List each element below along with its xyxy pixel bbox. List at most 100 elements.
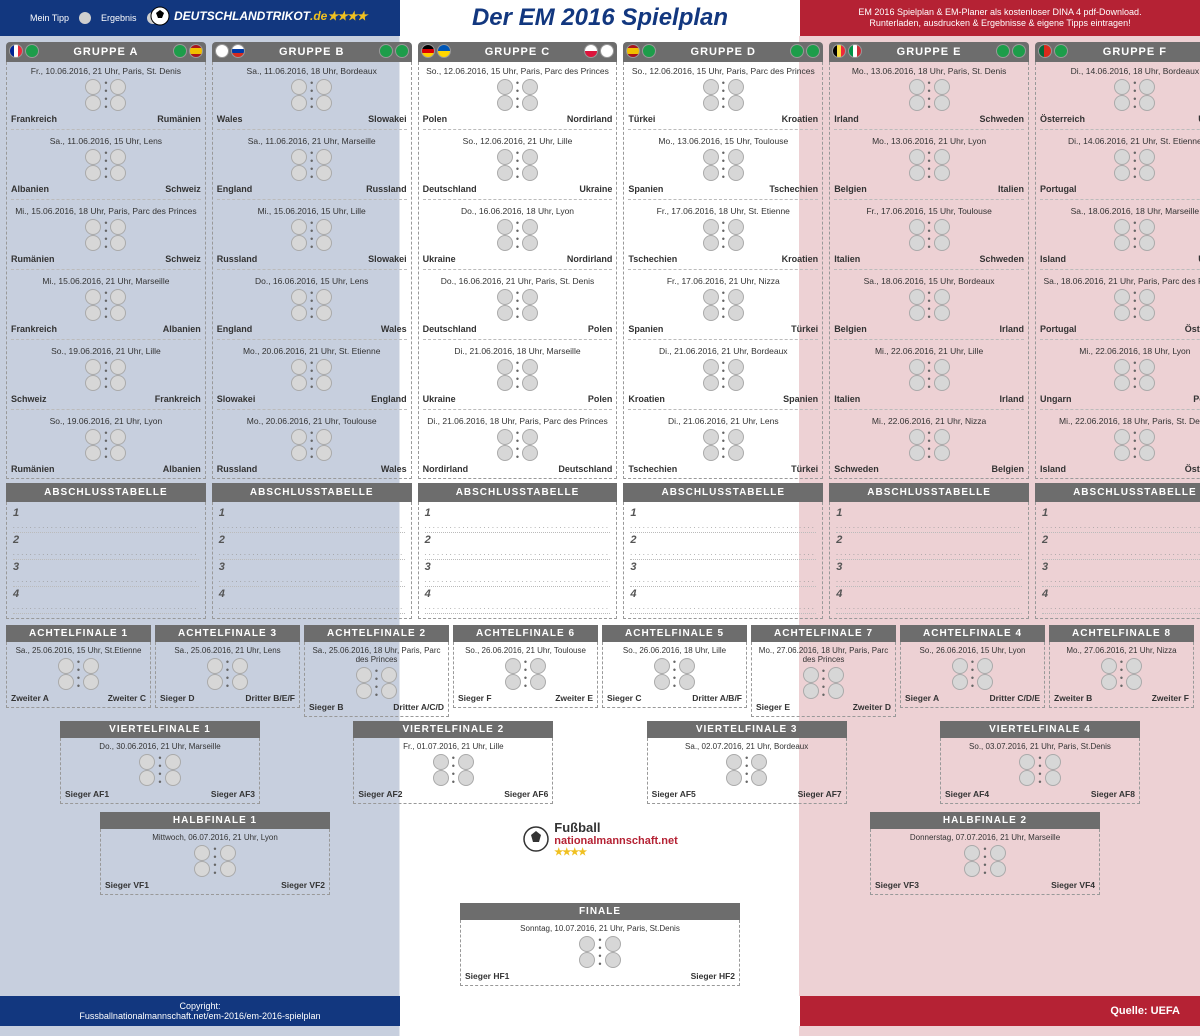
result-circle-away[interactable]: [934, 375, 950, 391]
result-circle-home[interactable]: [497, 165, 513, 181]
table-row[interactable]: 3 ......................................…: [1042, 560, 1200, 587]
result-circle-home[interactable]: [291, 305, 307, 321]
result-circle-home[interactable]: [909, 95, 925, 111]
tipp-circle-away[interactable]: [679, 658, 695, 674]
tipp-circle-away[interactable]: [316, 219, 332, 235]
tipp-circle-away[interactable]: [458, 754, 474, 770]
result-circle-away[interactable]: [220, 861, 236, 877]
result-circle-home[interactable]: [58, 674, 74, 690]
result-circle-away[interactable]: [728, 235, 744, 251]
table-row[interactable]: 1 ......................................…: [13, 506, 199, 533]
result-circle-home[interactable]: [497, 305, 513, 321]
result-circle-away[interactable]: [728, 305, 744, 321]
result-circle-away[interactable]: [934, 165, 950, 181]
tipp-circle-away[interactable]: [316, 79, 332, 95]
tipp-circle-home[interactable]: [194, 845, 210, 861]
tipp-circle-home[interactable]: [703, 79, 719, 95]
tipp-circle-away[interactable]: [828, 667, 844, 683]
result-circle-home[interactable]: [579, 952, 595, 968]
result-circle-away[interactable]: [1139, 165, 1155, 181]
table-row[interactable]: 2 ......................................…: [836, 533, 1022, 560]
result-circle-away[interactable]: [316, 235, 332, 251]
tipp-circle-home[interactable]: [703, 289, 719, 305]
tipp-circle-home[interactable]: [1101, 658, 1117, 674]
result-circle-home[interactable]: [505, 674, 521, 690]
result-circle-away[interactable]: [110, 375, 126, 391]
tipp-circle-away[interactable]: [728, 79, 744, 95]
table-row[interactable]: 4 ......................................…: [836, 587, 1022, 614]
result-circle-home[interactable]: [85, 235, 101, 251]
table-row[interactable]: 1 ......................................…: [1042, 506, 1200, 533]
result-circle-home[interactable]: [85, 445, 101, 461]
tipp-circle-away[interactable]: [1126, 658, 1142, 674]
table-row[interactable]: 4 ......................................…: [425, 587, 611, 614]
tipp-circle-home[interactable]: [356, 667, 372, 683]
result-circle-home[interactable]: [85, 95, 101, 111]
table-row[interactable]: 3 ......................................…: [425, 560, 611, 587]
result-circle-home[interactable]: [85, 305, 101, 321]
result-circle-away[interactable]: [934, 445, 950, 461]
result-circle-away[interactable]: [110, 95, 126, 111]
result-circle-home[interactable]: [1114, 235, 1130, 251]
result-circle-home[interactable]: [1019, 770, 1035, 786]
tipp-circle-home[interactable]: [703, 219, 719, 235]
tipp-circle-away[interactable]: [110, 359, 126, 375]
result-circle-away[interactable]: [316, 445, 332, 461]
result-circle-away[interactable]: [316, 95, 332, 111]
result-circle-away[interactable]: [110, 235, 126, 251]
result-circle-away[interactable]: [934, 305, 950, 321]
tipp-circle-home[interactable]: [58, 658, 74, 674]
tipp-circle-home[interactable]: [291, 359, 307, 375]
result-circle-away[interactable]: [728, 95, 744, 111]
result-circle-home[interactable]: [909, 235, 925, 251]
result-circle-home[interactable]: [497, 235, 513, 251]
result-circle-away[interactable]: [1139, 235, 1155, 251]
tipp-circle-home[interactable]: [291, 149, 307, 165]
result-circle-home[interactable]: [952, 674, 968, 690]
tipp-circle-home[interactable]: [497, 149, 513, 165]
tipp-circle-home[interactable]: [1114, 429, 1130, 445]
tipp-circle-away[interactable]: [934, 359, 950, 375]
result-circle-away[interactable]: [1139, 375, 1155, 391]
result-circle-away[interactable]: [83, 674, 99, 690]
table-row[interactable]: 1 ......................................…: [219, 506, 405, 533]
result-circle-away[interactable]: [728, 375, 744, 391]
result-circle-home[interactable]: [726, 770, 742, 786]
result-circle-away[interactable]: [316, 375, 332, 391]
result-circle-home[interactable]: [291, 445, 307, 461]
result-circle-home[interactable]: [909, 165, 925, 181]
tipp-circle-home[interactable]: [726, 754, 742, 770]
tipp-circle-away[interactable]: [1139, 79, 1155, 95]
result-circle-away[interactable]: [828, 683, 844, 699]
result-circle-away[interactable]: [522, 95, 538, 111]
tipp-circle-home[interactable]: [909, 429, 925, 445]
tipp-circle-home[interactable]: [207, 658, 223, 674]
tipp-circle-home[interactable]: [291, 429, 307, 445]
tipp-circle-home[interactable]: [909, 359, 925, 375]
tipp-circle-away[interactable]: [934, 149, 950, 165]
tipp-circle-away[interactable]: [381, 667, 397, 683]
tipp-circle-away[interactable]: [522, 219, 538, 235]
result-circle-away[interactable]: [751, 770, 767, 786]
result-circle-home[interactable]: [85, 375, 101, 391]
result-circle-home[interactable]: [1114, 445, 1130, 461]
result-circle-away[interactable]: [522, 445, 538, 461]
tipp-circle-home[interactable]: [497, 79, 513, 95]
tipp-circle-away[interactable]: [165, 754, 181, 770]
tipp-circle-away[interactable]: [522, 79, 538, 95]
tipp-circle-away[interactable]: [110, 429, 126, 445]
tipp-circle-home[interactable]: [85, 359, 101, 375]
tipp-circle-home[interactable]: [139, 754, 155, 770]
tipp-circle-away[interactable]: [934, 429, 950, 445]
result-circle-home[interactable]: [964, 861, 980, 877]
result-circle-away[interactable]: [522, 375, 538, 391]
tipp-circle-away[interactable]: [316, 289, 332, 305]
tipp-circle-home[interactable]: [1114, 149, 1130, 165]
result-circle-home[interactable]: [909, 375, 925, 391]
result-circle-home[interactable]: [1114, 375, 1130, 391]
tipp-circle-home[interactable]: [654, 658, 670, 674]
tipp-circle-home[interactable]: [909, 289, 925, 305]
result-circle-away[interactable]: [110, 165, 126, 181]
tipp-circle-home[interactable]: [85, 149, 101, 165]
tipp-circle-home[interactable]: [703, 359, 719, 375]
